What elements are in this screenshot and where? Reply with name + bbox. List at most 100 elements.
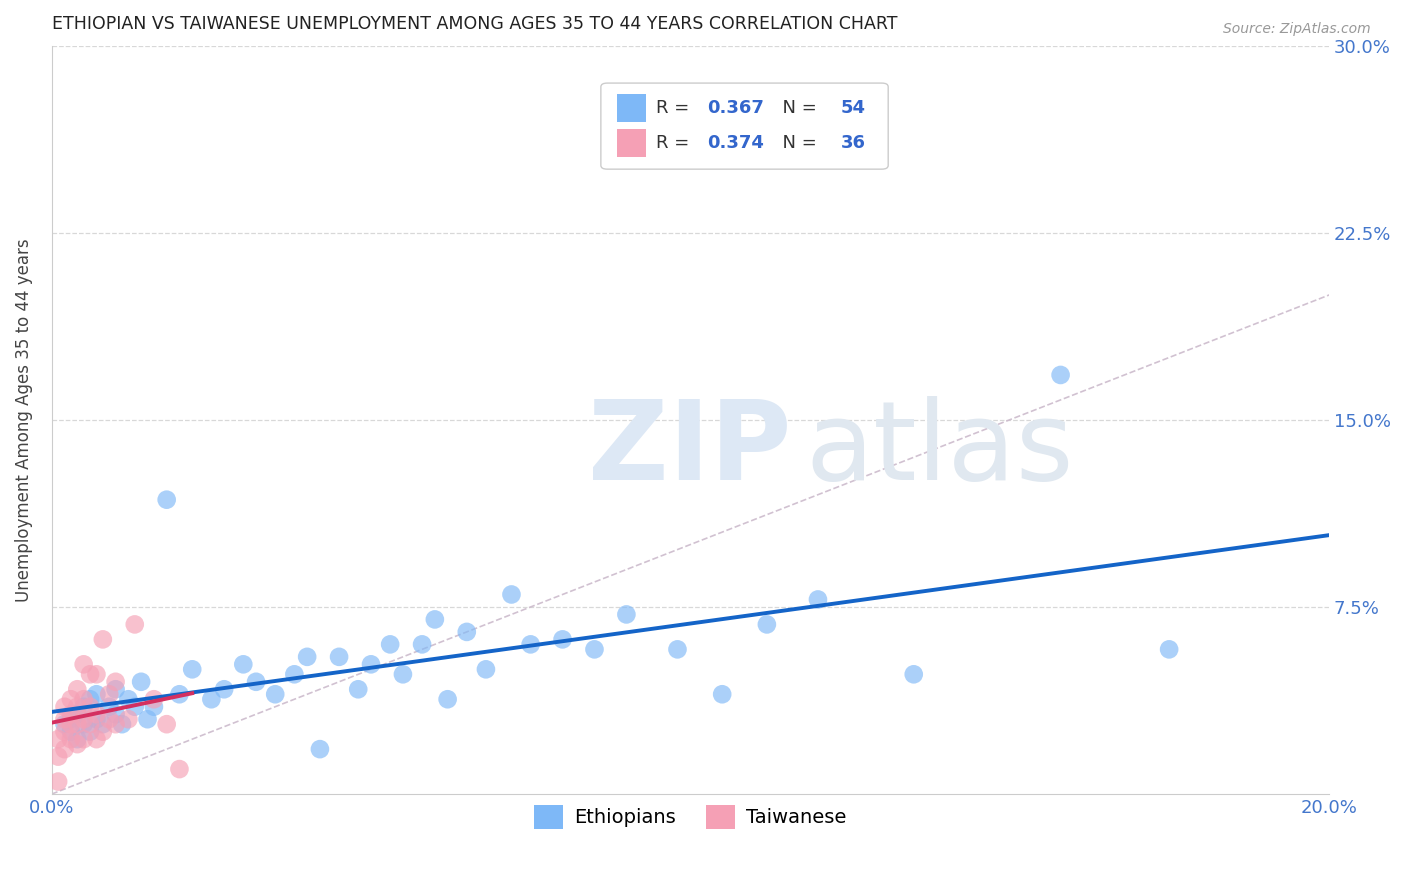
Point bbox=[711, 687, 734, 701]
Text: R =: R = bbox=[655, 134, 695, 152]
Point bbox=[66, 682, 89, 697]
Point bbox=[616, 607, 638, 622]
Y-axis label: Unemployment Among Ages 35 to 44 years: Unemployment Among Ages 35 to 44 years bbox=[15, 238, 32, 602]
Text: N =: N = bbox=[770, 134, 823, 152]
Point bbox=[423, 612, 446, 626]
Point bbox=[66, 699, 89, 714]
Point bbox=[129, 674, 152, 689]
Point bbox=[264, 687, 287, 701]
Point bbox=[212, 682, 235, 697]
Point bbox=[79, 692, 101, 706]
Point bbox=[755, 617, 778, 632]
Point bbox=[142, 699, 165, 714]
Point bbox=[309, 742, 332, 756]
Text: 36: 36 bbox=[841, 134, 866, 152]
Point bbox=[1159, 642, 1181, 657]
Point bbox=[104, 674, 127, 689]
Point bbox=[86, 712, 108, 726]
Point bbox=[79, 724, 101, 739]
Point bbox=[104, 707, 127, 722]
Point bbox=[91, 717, 114, 731]
Point bbox=[53, 717, 76, 731]
Point bbox=[53, 712, 76, 726]
Point bbox=[392, 667, 415, 681]
Point bbox=[46, 774, 69, 789]
Point bbox=[117, 712, 139, 726]
Point bbox=[378, 637, 401, 651]
Point bbox=[436, 692, 458, 706]
Point bbox=[136, 712, 159, 726]
Point bbox=[328, 649, 350, 664]
Point bbox=[86, 707, 108, 722]
Point bbox=[181, 662, 204, 676]
Point bbox=[73, 699, 96, 714]
Point bbox=[91, 632, 114, 647]
Point bbox=[73, 692, 96, 706]
Point bbox=[519, 637, 541, 651]
Point bbox=[360, 657, 382, 672]
Point bbox=[807, 592, 830, 607]
Point bbox=[53, 724, 76, 739]
Point bbox=[124, 699, 146, 714]
Text: 0.367: 0.367 bbox=[707, 99, 763, 117]
Point bbox=[53, 742, 76, 756]
Point bbox=[73, 657, 96, 672]
Point bbox=[283, 667, 305, 681]
Text: Source: ZipAtlas.com: Source: ZipAtlas.com bbox=[1223, 22, 1371, 37]
Point bbox=[59, 692, 82, 706]
Point bbox=[98, 699, 121, 714]
Text: ZIP: ZIP bbox=[588, 396, 792, 503]
Point bbox=[245, 674, 267, 689]
Point bbox=[169, 762, 191, 776]
Point bbox=[666, 642, 689, 657]
Point bbox=[456, 624, 478, 639]
Point bbox=[86, 687, 108, 701]
Point bbox=[295, 649, 318, 664]
Point bbox=[66, 732, 89, 747]
Point bbox=[46, 749, 69, 764]
Point bbox=[98, 712, 121, 726]
Point bbox=[59, 707, 82, 722]
Point bbox=[347, 682, 370, 697]
Point bbox=[583, 642, 606, 657]
Point bbox=[903, 667, 925, 681]
Point bbox=[73, 717, 96, 731]
FancyBboxPatch shape bbox=[600, 83, 889, 169]
Text: 54: 54 bbox=[841, 99, 866, 117]
Point bbox=[86, 732, 108, 747]
FancyBboxPatch shape bbox=[617, 94, 645, 122]
Point bbox=[501, 587, 523, 601]
Point bbox=[79, 717, 101, 731]
Point bbox=[200, 692, 222, 706]
Point bbox=[66, 737, 89, 751]
Point bbox=[59, 712, 82, 726]
Point bbox=[1049, 368, 1071, 382]
Text: N =: N = bbox=[770, 99, 823, 117]
Point bbox=[104, 682, 127, 697]
Text: atlas: atlas bbox=[806, 396, 1074, 503]
Point bbox=[86, 667, 108, 681]
Point bbox=[79, 667, 101, 681]
Point bbox=[79, 699, 101, 714]
Text: 0.374: 0.374 bbox=[707, 134, 763, 152]
Point bbox=[46, 732, 69, 747]
Point bbox=[98, 687, 121, 701]
Point bbox=[117, 692, 139, 706]
Text: ETHIOPIAN VS TAIWANESE UNEMPLOYMENT AMONG AGES 35 TO 44 YEARS CORRELATION CHART: ETHIOPIAN VS TAIWANESE UNEMPLOYMENT AMON… bbox=[52, 15, 897, 33]
Point bbox=[142, 692, 165, 706]
Point bbox=[124, 617, 146, 632]
Point bbox=[156, 717, 179, 731]
Point bbox=[411, 637, 433, 651]
Point bbox=[111, 717, 134, 731]
Point bbox=[66, 717, 89, 731]
Point bbox=[59, 724, 82, 739]
Point bbox=[156, 492, 179, 507]
Point bbox=[91, 724, 114, 739]
Point bbox=[73, 732, 96, 747]
Point bbox=[104, 717, 127, 731]
Point bbox=[66, 707, 89, 722]
Point bbox=[551, 632, 574, 647]
FancyBboxPatch shape bbox=[617, 128, 645, 157]
Point bbox=[53, 699, 76, 714]
Point bbox=[59, 732, 82, 747]
